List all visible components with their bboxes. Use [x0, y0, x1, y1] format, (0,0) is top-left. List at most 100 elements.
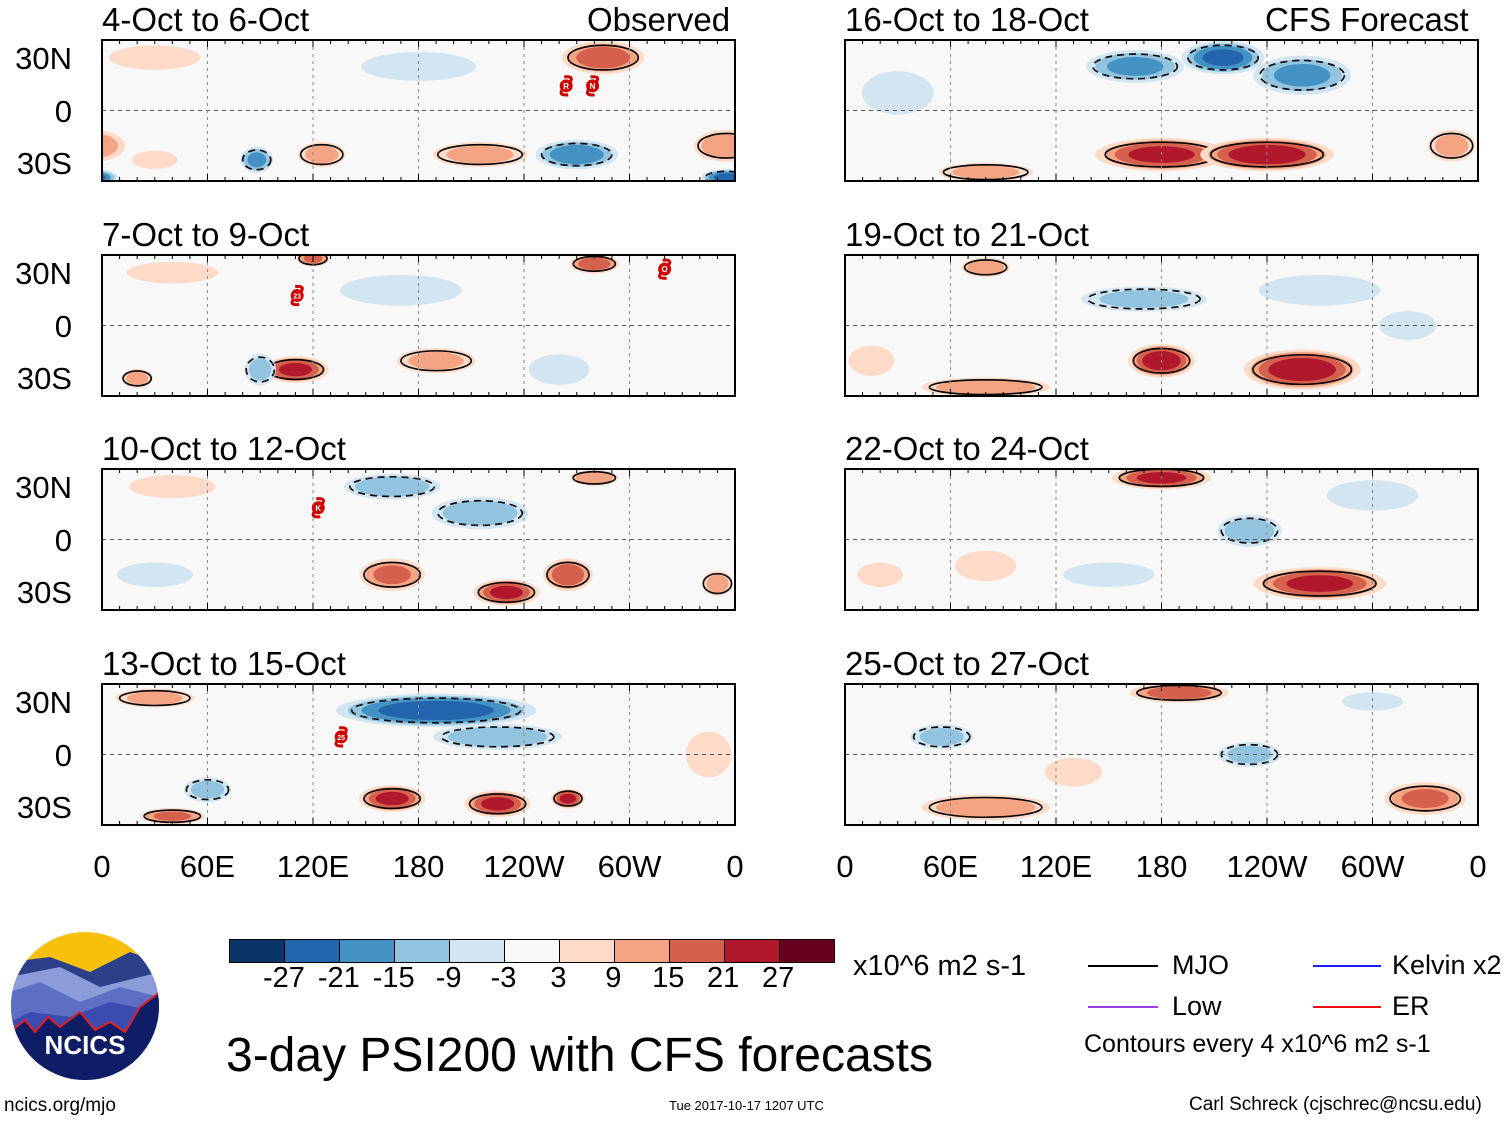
mjo-contour [567, 44, 640, 71]
longitude-label: 60W [1340, 849, 1405, 884]
negative-anomaly [1202, 49, 1244, 66]
colorbar-swatch [559, 940, 614, 962]
ncics-logo: NCICS [11, 932, 159, 1080]
latitude-label: 30S [16, 361, 72, 397]
map-panel: K [101, 468, 736, 611]
colorbar-tick-label: 3 [550, 962, 567, 994]
colorbar-swatch [339, 940, 394, 962]
panel-title: 10-Oct to 12-Oct [102, 430, 346, 467]
colorbar-tick-label: 9 [605, 962, 622, 994]
positive-anomaly [935, 797, 1036, 818]
positive-anomaly [576, 46, 631, 69]
positive-anomaly [126, 691, 183, 705]
mjo-contour [1086, 288, 1201, 310]
mjo-contour [928, 796, 1043, 819]
colorbar-swatch [614, 940, 669, 962]
latitude-label: 30N [15, 469, 72, 505]
colorbar-swatch [779, 940, 834, 962]
mjo-contour [702, 572, 733, 595]
map-panel [844, 683, 1479, 826]
mjo-contour [122, 370, 153, 387]
longitude-label: 0 [93, 849, 111, 884]
mjo-contour [1187, 44, 1260, 71]
tropical-cyclone-icon: 23 [290, 284, 304, 307]
contour-note: Contours every 4 x10^6 m2 s-1 [1084, 1030, 1431, 1058]
colorbar-tick-label: -15 [372, 962, 415, 994]
cfs-forecast-label: CFS Forecast [1265, 1, 1469, 38]
latitude-label: 30N [15, 40, 72, 76]
legend-mjo-label: MJO [1172, 950, 1229, 980]
colorbar-tick-label: -3 [490, 962, 517, 994]
positive-anomaly [153, 811, 192, 821]
longitude-label: 120E [1019, 849, 1093, 884]
map-panel [844, 254, 1479, 397]
negative-anomaly [361, 52, 476, 81]
positive-anomaly [952, 165, 1020, 179]
latitude-label: 30S [16, 790, 72, 826]
positive-anomaly [408, 351, 464, 370]
latitude-label: 0 [54, 522, 72, 558]
negative-anomaly [354, 476, 430, 497]
mjo-contour [118, 689, 191, 707]
mjo-contour [185, 779, 230, 801]
positive-anomaly [305, 145, 339, 164]
storm-label: 25 [337, 735, 345, 742]
positive-anomaly [848, 345, 895, 377]
longitude-label: 180 [392, 849, 445, 884]
positive-anomaly [1286, 575, 1353, 592]
map-panel [844, 39, 1479, 182]
storm-label: K [315, 504, 321, 513]
negative-anomaly [447, 726, 548, 747]
colorbar-swatch [449, 940, 504, 962]
mjo-contour [1262, 570, 1377, 597]
positive-anomaly [1146, 686, 1212, 700]
longitude-label: 60E [179, 849, 236, 884]
colorbar-tick-label: 27 [761, 962, 795, 994]
tropical-cyclone-icon: R [559, 75, 573, 97]
colorbar-tick-label: 15 [652, 962, 685, 994]
legend-er-label: ER [1392, 991, 1430, 1021]
negative-anomaly [1063, 562, 1155, 587]
legend-er-line [1313, 1006, 1381, 1008]
positive-anomaly [1434, 134, 1469, 157]
colorbar-tick-label: -9 [435, 962, 462, 994]
longitude-label: 0 [1469, 849, 1487, 884]
colorbar-swatch [230, 940, 284, 962]
mjo-contour [440, 726, 555, 748]
negative-anomaly [378, 700, 494, 721]
latitude-label: 30N [15, 684, 72, 720]
colorbar-swatch [504, 940, 559, 962]
figure-title: 3-day PSI200 with CFS forecasts [226, 1029, 933, 1082]
longitude-label: 60W [597, 849, 662, 884]
mjo-contour [477, 581, 536, 604]
mjo-contour [241, 149, 272, 171]
mjo-contour [546, 561, 590, 588]
longitude-label: 120E [276, 849, 350, 884]
colorbar-swatch [394, 940, 449, 962]
longitude-label: 120W [1226, 849, 1308, 884]
panel-title: 22-Oct to 24-Oct [845, 430, 1089, 467]
positive-anomaly [857, 562, 904, 587]
negative-anomaly [1227, 745, 1272, 764]
storm-label: R [563, 82, 569, 91]
negative-anomaly [549, 144, 604, 165]
colorbar-swatch [724, 940, 779, 962]
mjo-contour [553, 790, 583, 807]
storm-label: O [662, 265, 668, 274]
tropical-cyclone-icon: N [585, 75, 600, 97]
timestamp: Tue 2017-10-17 1207 UTC [669, 1098, 824, 1113]
latitude-label: 0 [54, 308, 72, 344]
positive-anomaly [706, 574, 729, 593]
longitude-label: 60E [922, 849, 979, 884]
positive-anomaly [701, 133, 736, 159]
site-link[interactable]: ncics.org/mjo [4, 1095, 116, 1116]
colorbar-units: x10^6 m2 s-1 [853, 950, 1027, 982]
mjo-contour [697, 132, 736, 159]
tropical-cyclone-icon: 25 [334, 726, 348, 748]
negative-anomaly [249, 358, 272, 381]
mjo-contour [350, 697, 522, 724]
latitude-label: 30N [15, 255, 72, 291]
mjo-contour [1220, 517, 1279, 544]
